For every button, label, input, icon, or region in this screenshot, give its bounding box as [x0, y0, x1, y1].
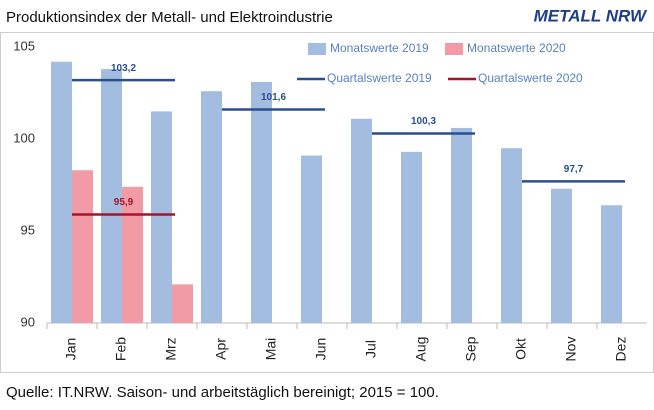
bar — [351, 118, 372, 323]
bar — [122, 186, 143, 323]
x-tick-label: Nov — [563, 337, 579, 362]
quarter-label: 101,6 — [261, 92, 286, 103]
bar — [401, 151, 422, 323]
x-tick-label: Jul — [363, 340, 379, 358]
x-tick-label: Aug — [413, 337, 429, 362]
bar — [501, 148, 522, 323]
bar — [51, 61, 72, 323]
x-tick-label: Mai — [263, 338, 279, 361]
bar — [451, 127, 472, 324]
quarter-label: 103,2 — [111, 63, 136, 74]
bar — [601, 205, 622, 323]
legend-label: Monatswerte 2020 — [467, 41, 566, 55]
legend-label: Quartalswerte 2020 — [478, 71, 583, 85]
quarter-label: 100,3 — [411, 116, 436, 127]
x-tick-label: Dez — [613, 337, 629, 362]
y-tick-label: 90 — [21, 314, 35, 329]
x-tick-label: Jan — [63, 338, 79, 361]
chart-title: Produktionsindex der Metall- und Elektro… — [6, 9, 333, 26]
legend-swatch — [445, 43, 463, 55]
source: Quelle: IT.NRW. Saison- und arbeitstägli… — [6, 384, 439, 401]
legend-swatch — [308, 43, 326, 55]
legend-label: Quartalswerte 2019 — [327, 71, 432, 85]
y-tick-label: 95 — [21, 222, 35, 237]
y-tick-label: 105 — [13, 38, 35, 53]
x-tick-label: Mrz — [163, 337, 179, 360]
x-tick-label: Okt — [513, 338, 529, 360]
bar — [72, 170, 93, 323]
logo: METALL NRW — [534, 6, 648, 25]
x-tick-label: Sep — [463, 336, 479, 361]
quarter-label: 95,9 — [114, 197, 134, 208]
bar — [201, 91, 222, 323]
bar — [251, 81, 272, 324]
x-tick-label: Jun — [313, 338, 329, 361]
bar — [151, 111, 172, 324]
bar — [101, 69, 122, 323]
bar — [301, 155, 322, 323]
x-tick-label: Feb — [113, 337, 129, 361]
bar — [172, 284, 193, 323]
legend-label: Monatswerte 2019 — [330, 41, 429, 55]
x-tick-label: Apr — [213, 338, 229, 360]
bar — [551, 188, 572, 323]
quarter-label: 97,7 — [564, 164, 584, 175]
y-tick-label: 100 — [13, 130, 35, 145]
